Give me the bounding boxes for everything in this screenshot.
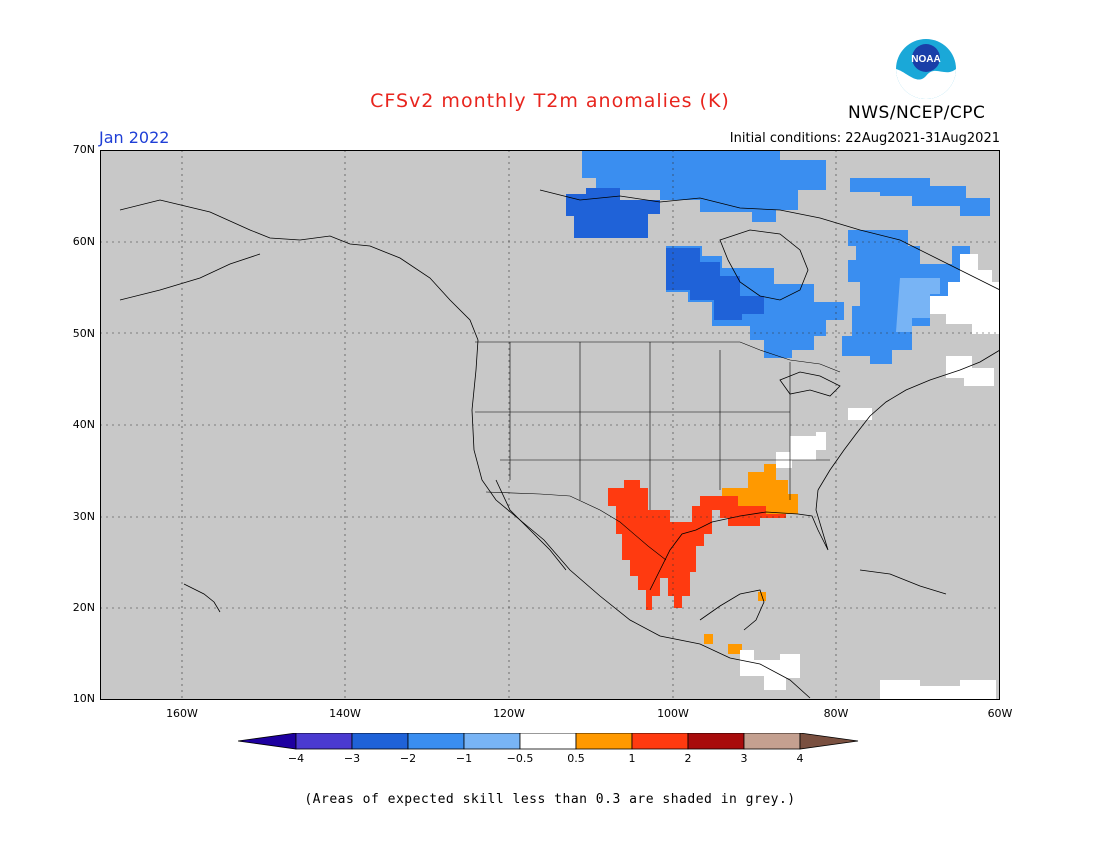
lat-label-40n: 40N (72, 418, 95, 431)
lat-label-10n: 10N (72, 692, 95, 705)
region-central-america-warm (728, 644, 742, 654)
colorbar-label: −0.5 (506, 752, 534, 765)
lat-label-30n: 30N (72, 510, 95, 523)
coastlines (119, 189, 1000, 699)
anomaly-map (100, 150, 1000, 700)
colorbar-seg-below-m4 (238, 733, 297, 750)
colorbar-label: −1 (455, 752, 473, 765)
atlantic-coast (817, 349, 1000, 491)
state-borders (475, 341, 841, 561)
lon-label-120w: 120W (493, 707, 525, 720)
colorbar-seg-m2-m1 (407, 733, 465, 750)
baja-coast (495, 479, 567, 571)
skill-footnote: (Areas of expected skill less than 0.3 a… (304, 792, 796, 807)
region-nw-canada-cold (566, 188, 660, 238)
noaa-logo: NOAA (895, 38, 957, 100)
region-guatemala-warm (704, 634, 713, 644)
chart-title: CFSv2 monthly T2m anomalies (K) (370, 90, 730, 112)
yucatan-coast (699, 589, 765, 631)
alaska-coast (119, 199, 479, 341)
colorbar-seg-1-2 (631, 733, 689, 750)
colorbar-seg-m3-m2 (351, 733, 409, 750)
colorbar-label: −2 (399, 752, 417, 765)
cuba (859, 569, 947, 595)
aleutians (119, 253, 261, 301)
region-newfoundland-near-normal (946, 356, 994, 386)
initial-conditions: Initial conditions: 22Aug2021-31Aug2021 (729, 131, 1000, 146)
colorbar-label: −3 (343, 752, 361, 765)
lon-label-160w: 160W (166, 707, 198, 720)
region-hudson-bay-cold (666, 248, 764, 320)
valid-month: Jan 2022 (99, 128, 170, 147)
lon-label-100w: 100W (657, 707, 689, 720)
colorbar-label: −4 (287, 752, 305, 765)
arctic-coast (539, 189, 1000, 291)
us-mexico-border (485, 491, 667, 561)
region-central-america-near-normal (740, 650, 800, 690)
hawaii (183, 583, 221, 613)
colorbar-label: 4 (796, 752, 804, 765)
region-ne-us-near-normal (848, 408, 872, 420)
lat-label-20n: 20N (72, 601, 95, 614)
lat-label-60n: 60N (72, 235, 95, 248)
region-labrador-light (896, 278, 940, 332)
colorbar-seg-m05-05 (519, 733, 577, 750)
lon-label-140w: 140W (329, 707, 361, 720)
colorbar-label: 1 (628, 752, 636, 765)
colorbar (238, 733, 859, 750)
agency-label: NWS/NCEP/CPC (848, 103, 986, 123)
colorbar-seg-above-4 (799, 733, 859, 750)
lat-label-50n: 50N (72, 327, 95, 340)
pacific-coast (471, 339, 811, 699)
logo-text: NOAA (911, 54, 940, 65)
region-southeast-us-warm (722, 464, 798, 514)
anomaly-regions (566, 150, 1000, 700)
region-labrador-near-normal (930, 254, 1000, 334)
lon-label-60w: 60W (987, 707, 1013, 720)
colorbar-seg-3-4 (743, 733, 801, 750)
lon-label-80w: 80W (823, 707, 849, 720)
colorbar-label: 2 (684, 752, 692, 765)
region-mexico-texas-warm (608, 480, 720, 610)
us-canada-border (475, 341, 841, 373)
region-arctic-islands-cool (850, 178, 990, 216)
lat-label-70n: 70N (72, 143, 95, 156)
great-lakes (779, 371, 841, 397)
region-northern-canada-cool (582, 150, 826, 222)
colorbar-seg-m4-m3 (295, 733, 353, 750)
colorbar-label: 3 (740, 752, 748, 765)
colorbar-seg-m1-m05 (463, 733, 521, 750)
region-ohio-valley-near-normal (776, 432, 826, 468)
hudson-bay (719, 229, 809, 301)
colorbar-seg-05-1 (575, 733, 633, 750)
graticule (100, 150, 1000, 700)
gulf-coast (649, 489, 829, 591)
colorbar-label: 0.5 (567, 752, 585, 765)
region-south-america-near-normal (880, 680, 996, 700)
colorbar-seg-2-3 (687, 733, 745, 750)
